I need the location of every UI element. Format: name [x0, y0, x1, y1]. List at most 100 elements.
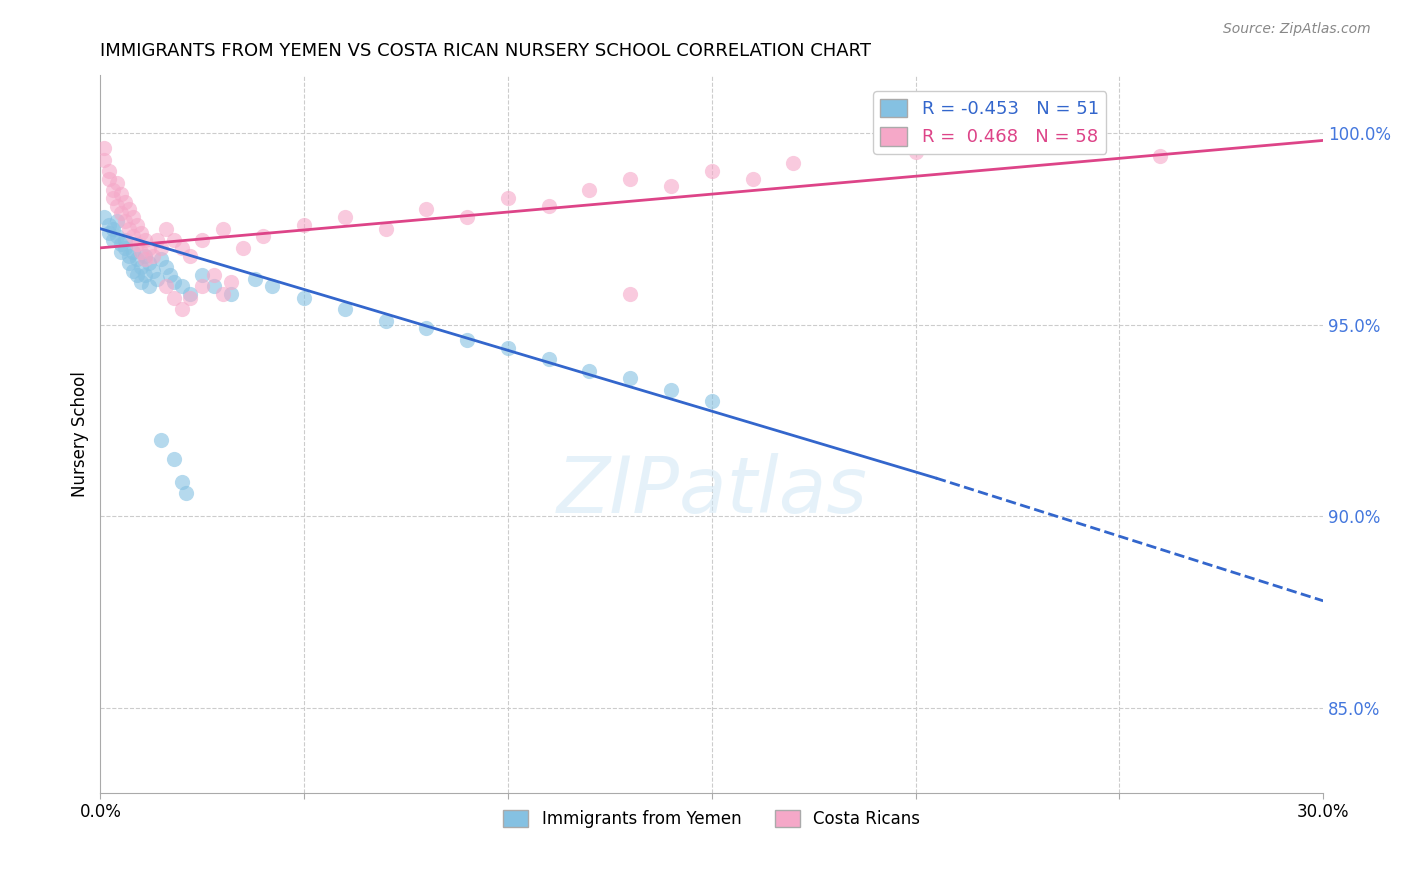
Point	[114, 194, 136, 209]
Point	[415, 321, 437, 335]
Legend: Immigrants from Yemen, Costa Ricans: Immigrants from Yemen, Costa Ricans	[496, 803, 927, 835]
Point	[129, 260, 152, 274]
Point	[260, 279, 283, 293]
Point	[191, 279, 214, 293]
Point	[122, 264, 145, 278]
Point	[211, 221, 233, 235]
Point	[619, 371, 641, 385]
Point	[374, 314, 396, 328]
Point	[118, 256, 141, 270]
Point	[142, 248, 165, 262]
Y-axis label: Nursery School: Nursery School	[72, 371, 89, 497]
Point	[333, 210, 356, 224]
Point	[155, 260, 177, 274]
Point	[138, 241, 160, 255]
Point	[146, 271, 169, 285]
Point	[170, 302, 193, 317]
Point	[129, 226, 152, 240]
Point	[179, 291, 201, 305]
Point	[110, 206, 132, 220]
Point	[659, 383, 682, 397]
Point	[578, 363, 600, 377]
Point	[415, 202, 437, 217]
Point	[700, 394, 723, 409]
Point	[496, 341, 519, 355]
Point	[179, 248, 201, 262]
Point	[138, 256, 160, 270]
Point	[456, 333, 478, 347]
Point	[163, 233, 186, 247]
Point	[125, 237, 148, 252]
Point	[97, 226, 120, 240]
Point	[155, 279, 177, 293]
Text: ZIPatlas: ZIPatlas	[557, 453, 868, 529]
Point	[150, 252, 173, 267]
Point	[101, 233, 124, 247]
Point	[782, 156, 804, 170]
Point	[163, 276, 186, 290]
Point	[101, 221, 124, 235]
Point	[118, 248, 141, 262]
Point	[110, 187, 132, 202]
Point	[134, 248, 156, 262]
Point	[110, 237, 132, 252]
Point	[125, 218, 148, 232]
Point	[170, 279, 193, 293]
Point	[93, 210, 115, 224]
Point	[150, 433, 173, 447]
Point	[456, 210, 478, 224]
Point	[174, 486, 197, 500]
Point	[159, 268, 181, 282]
Point	[114, 214, 136, 228]
Point	[1149, 149, 1171, 163]
Point	[105, 229, 128, 244]
Text: IMMIGRANTS FROM YEMEN VS COSTA RICAN NURSERY SCHOOL CORRELATION CHART: IMMIGRANTS FROM YEMEN VS COSTA RICAN NUR…	[100, 42, 872, 60]
Point	[170, 241, 193, 255]
Point	[155, 221, 177, 235]
Point	[105, 214, 128, 228]
Point	[134, 252, 156, 267]
Point	[219, 276, 242, 290]
Point	[252, 229, 274, 244]
Point	[125, 252, 148, 267]
Point	[496, 191, 519, 205]
Point	[93, 141, 115, 155]
Point	[125, 268, 148, 282]
Point	[163, 291, 186, 305]
Point	[619, 286, 641, 301]
Point	[204, 268, 226, 282]
Point	[219, 286, 242, 301]
Point	[105, 176, 128, 190]
Point	[122, 244, 145, 259]
Point	[578, 183, 600, 197]
Point	[97, 164, 120, 178]
Point	[97, 171, 120, 186]
Point	[191, 268, 214, 282]
Point	[134, 233, 156, 247]
Point	[700, 164, 723, 178]
Point	[101, 183, 124, 197]
Point	[93, 153, 115, 167]
Point	[211, 286, 233, 301]
Point	[114, 233, 136, 247]
Point	[114, 241, 136, 255]
Point	[138, 279, 160, 293]
Point	[118, 221, 141, 235]
Point	[619, 171, 641, 186]
Point	[292, 218, 315, 232]
Point	[101, 191, 124, 205]
Point	[333, 302, 356, 317]
Point	[179, 286, 201, 301]
Point	[97, 218, 120, 232]
Point	[170, 475, 193, 489]
Point	[191, 233, 214, 247]
Point	[904, 145, 927, 159]
Point	[146, 233, 169, 247]
Point	[374, 221, 396, 235]
Point	[537, 352, 560, 367]
Point	[659, 179, 682, 194]
Point	[292, 291, 315, 305]
Point	[741, 171, 763, 186]
Text: Source: ZipAtlas.com: Source: ZipAtlas.com	[1223, 22, 1371, 37]
Point	[245, 271, 267, 285]
